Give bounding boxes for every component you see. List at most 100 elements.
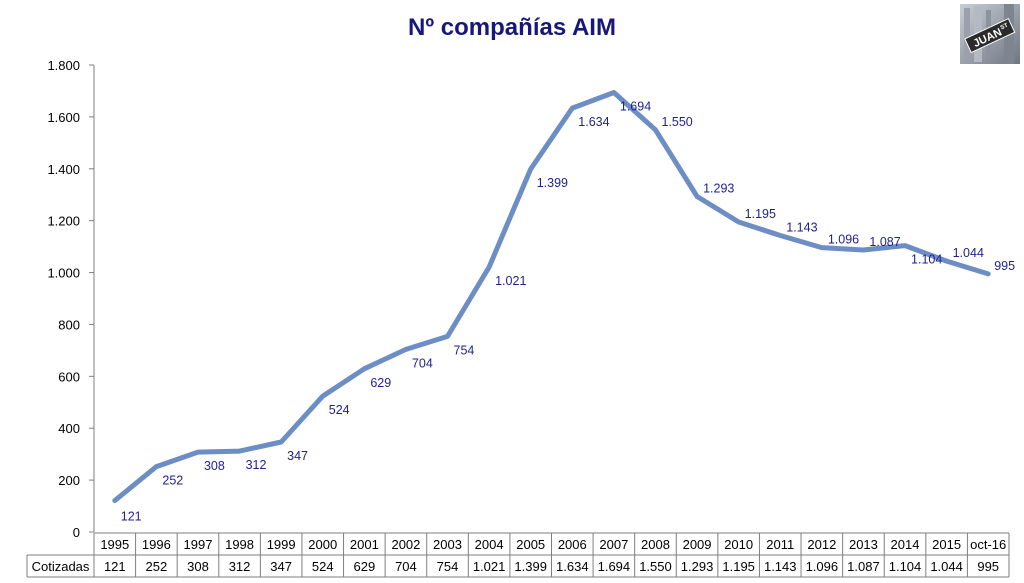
data-label: 312 [246, 458, 267, 472]
data-point [904, 245, 906, 247]
data-table: 1995 1996 1997 1998 1999 2000 2001 2002 2003 2004… [26, 532, 1010, 578]
data-point [946, 260, 948, 262]
data-label: 1.143 [786, 220, 817, 234]
data-point [488, 266, 490, 268]
data-label: 629 [370, 376, 391, 390]
data-point [363, 368, 365, 370]
x-tick-label: 2007 [599, 537, 628, 552]
y-tick-label: 1.400 [47, 162, 80, 177]
y-tick-label: 1.200 [47, 214, 80, 229]
x-tick-label: 2014 [891, 537, 920, 552]
juan-street-logo: JUAN ST [960, 4, 1020, 64]
data-point [779, 234, 781, 236]
series-line-cotizadas [112, 90, 991, 504]
y-tick-label: 800 [58, 317, 80, 332]
data-label: 347 [287, 449, 308, 463]
data-label: 704 [412, 356, 433, 370]
data-label: 995 [994, 259, 1015, 273]
data-point [322, 395, 324, 397]
table-value-cell: 1.195 [722, 559, 755, 574]
data-label: 1.293 [703, 182, 734, 196]
data-labels: 121 252 308 312 347 524 629 704 754 1.021 1.399 1.6… [121, 100, 1015, 524]
x-tick-label: 1995 [100, 537, 129, 552]
x-tick-label: 1997 [184, 537, 213, 552]
data-point [613, 92, 615, 94]
x-tick-label: 2001 [350, 537, 379, 552]
series-name-cell: Cotizadas [32, 559, 90, 574]
y-tick-label: 0 [73, 525, 80, 540]
logo-superscript: ST [1000, 23, 1010, 32]
data-label: 1.634 [578, 115, 609, 129]
table-value-cell: 308 [187, 559, 209, 574]
data-point [987, 273, 989, 275]
table-value-cell: 1.694 [598, 559, 631, 574]
x-tick-label: 1998 [225, 537, 254, 552]
table-value-cell: 1.634 [556, 559, 589, 574]
data-label: 1.550 [661, 115, 692, 129]
y-tick-label: 600 [58, 369, 80, 384]
table-value-cell: 347 [270, 559, 292, 574]
table-value-cell: 312 [229, 559, 251, 574]
x-tick-label: 1996 [142, 537, 171, 552]
data-point [239, 450, 241, 452]
data-point [738, 221, 740, 223]
table-value-cell: 121 [104, 559, 126, 574]
table-value-cell: 1.293 [681, 559, 714, 574]
x-tick-label: oct-16 [970, 537, 1006, 552]
data-label: 252 [162, 474, 183, 488]
data-point [821, 247, 823, 249]
table-value-cell: 1.104 [889, 559, 922, 574]
data-label: 754 [454, 343, 475, 357]
chart-title: Nº compañías AIM [408, 14, 616, 41]
data-point [280, 441, 282, 443]
table-value-cell: 1.399 [514, 559, 547, 574]
table-value-cell: 1.550 [639, 559, 672, 574]
data-point [447, 335, 449, 337]
table-value-cell: 754 [437, 559, 459, 574]
table-value-cell: 1.044 [930, 559, 963, 574]
y-tick-label: 1.600 [47, 110, 80, 125]
data-label: 1.195 [745, 207, 776, 221]
data-point [696, 196, 698, 198]
data-point [155, 466, 157, 468]
data-label: 1.044 [953, 246, 984, 260]
x-tick-label: 2005 [516, 537, 545, 552]
data-label: 1.096 [828, 233, 859, 247]
data-label: 1.694 [620, 100, 651, 114]
data-label: 1.087 [869, 235, 900, 249]
data-point [530, 168, 532, 170]
data-point [197, 451, 199, 453]
y-tick-label: 1.000 [47, 266, 80, 281]
data-point [114, 500, 116, 502]
x-tick-label: 2000 [308, 537, 337, 552]
x-tick-label: 2010 [724, 537, 753, 552]
x-tick-label: 2009 [683, 537, 712, 552]
y-tick-label: 400 [58, 421, 80, 436]
data-label: 1.021 [495, 274, 526, 288]
x-tick-label: 2004 [475, 537, 504, 552]
data-label: 1.399 [537, 176, 568, 190]
data-point [862, 249, 864, 251]
x-tick-label: 1999 [267, 537, 296, 552]
data-point [405, 348, 407, 350]
x-tick-label: 2008 [641, 537, 670, 552]
table-value-cell: 704 [395, 559, 417, 574]
data-label: 121 [121, 510, 142, 524]
table-value-cell: 1.021 [473, 559, 506, 574]
y-tick-label: 1.800 [47, 58, 80, 73]
series-line-group [112, 90, 991, 504]
data-label: 308 [204, 459, 225, 473]
data-label: 524 [329, 403, 350, 417]
data-point [571, 107, 573, 109]
table-value-cell: 995 [977, 559, 999, 574]
table-value-cell: 1.143 [764, 559, 797, 574]
table-value-cell: 1.087 [847, 559, 880, 574]
x-tick-label: 2013 [849, 537, 878, 552]
table-value-cell: 524 [312, 559, 334, 574]
x-tick-label: 2012 [807, 537, 836, 552]
x-tick-label: 2015 [932, 537, 961, 552]
x-tick-label: 2002 [391, 537, 420, 552]
table-value-cell: 1.096 [806, 559, 839, 574]
y-axis: 0 200 400 600 800 1.000 1.200 1.400 1.600 1.800 [47, 58, 95, 540]
